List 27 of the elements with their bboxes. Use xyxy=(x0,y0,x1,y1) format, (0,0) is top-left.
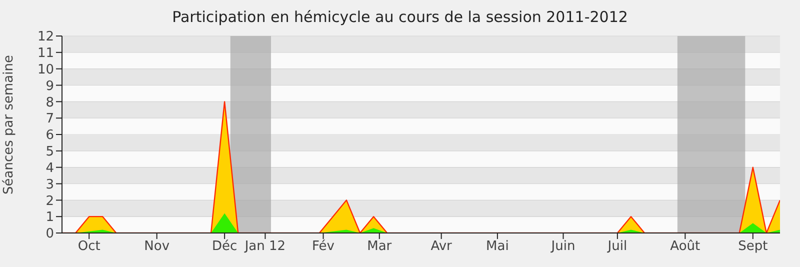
x-tick-label: Avr xyxy=(430,239,453,254)
y-tick-label: 8 xyxy=(46,95,54,110)
x-tick-label: Jan 12 xyxy=(244,239,286,254)
x-tick-label: Juin xyxy=(550,239,576,254)
x-tick-label: Fév xyxy=(312,239,335,254)
y-tick-label: 1 xyxy=(46,210,54,226)
x-tick-label: Sept xyxy=(738,239,768,254)
y-tick-label: 2 xyxy=(46,194,54,209)
y-tick-label: 11 xyxy=(37,46,54,62)
x-tick-label: Déc xyxy=(212,239,238,254)
x-tick-label: Août xyxy=(670,239,700,254)
chart-title: Participation en hémicycle au cours de la session 2011-2012 xyxy=(171,8,629,26)
x-tick-label: Juil xyxy=(606,239,628,254)
y-tick-label: 10 xyxy=(37,62,54,78)
x-tick-label: Mai xyxy=(486,239,509,254)
y-tick-label: 3 xyxy=(46,177,54,192)
x-tick-label: Nov xyxy=(144,239,170,254)
x-tick-label: Oct xyxy=(78,239,100,254)
y-axis-title: Séances par semaine xyxy=(2,55,17,194)
y-tick-label: 6 xyxy=(46,128,54,144)
y-tick-label: 5 xyxy=(46,144,54,160)
y-tick-label: 9 xyxy=(46,78,54,94)
x-tick-label: Mar xyxy=(367,239,392,254)
y-tick-label: 0 xyxy=(46,226,54,242)
y-tick-label: 12 xyxy=(37,30,54,45)
y-tick-label: 4 xyxy=(46,160,54,176)
y-tick-label: 7 xyxy=(46,112,54,127)
